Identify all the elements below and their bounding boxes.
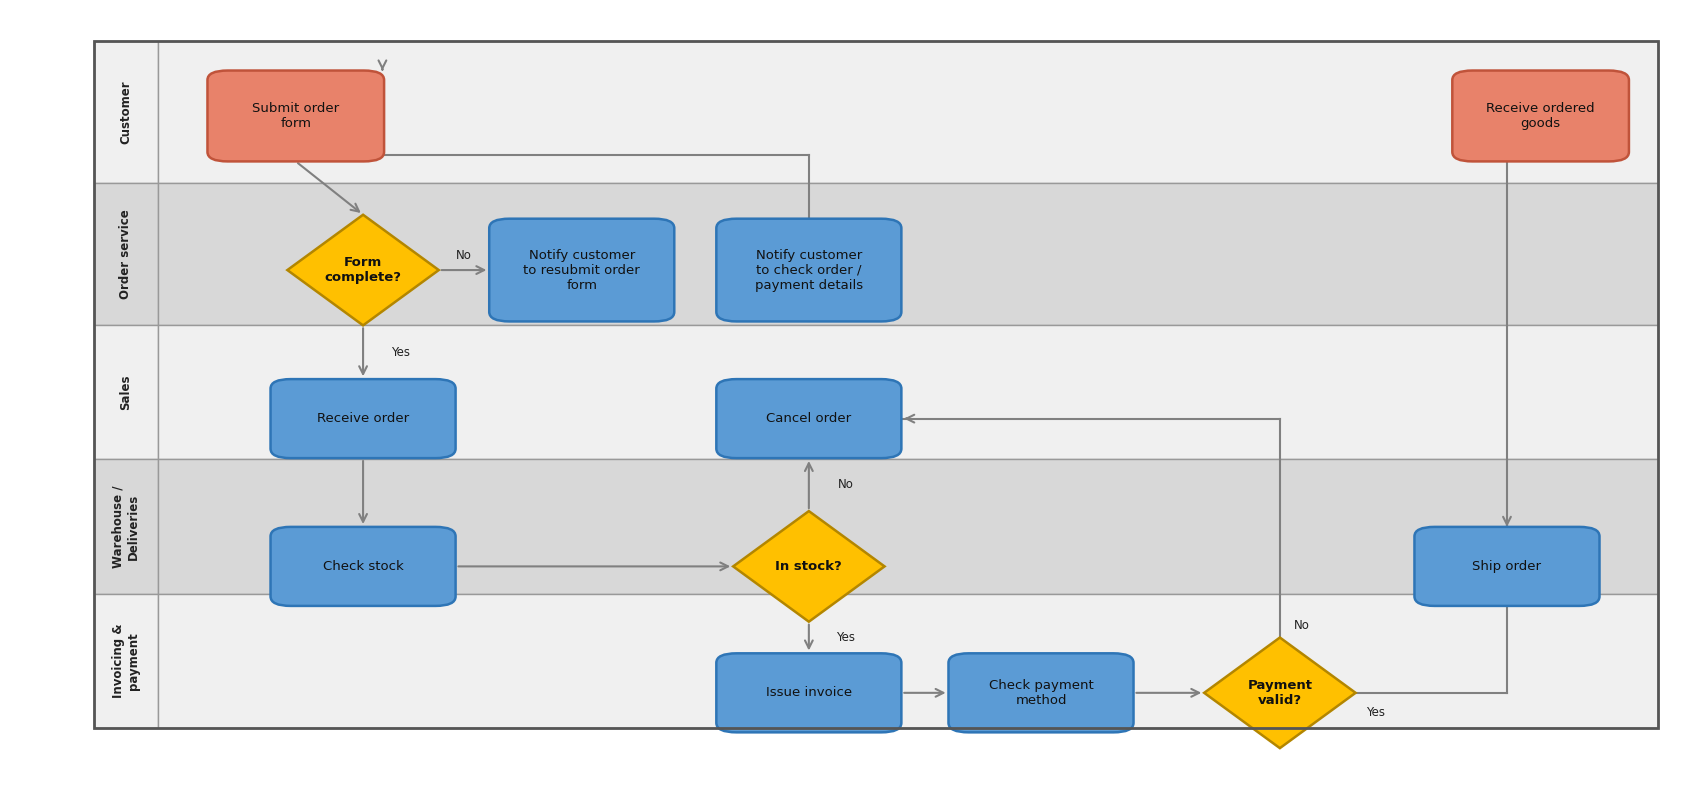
FancyBboxPatch shape (716, 653, 901, 733)
Text: Yes: Yes (836, 631, 856, 644)
Text: Sales: Sales (120, 374, 133, 410)
FancyBboxPatch shape (1452, 71, 1629, 162)
Bar (94, 324, 158, 459)
FancyBboxPatch shape (489, 219, 674, 321)
FancyBboxPatch shape (207, 71, 384, 162)
Text: Customer: Customer (120, 80, 133, 144)
Text: Issue invoice: Issue invoice (765, 686, 853, 699)
Polygon shape (288, 215, 438, 325)
Text: Notify customer
to resubmit order
form: Notify customer to resubmit order form (524, 248, 640, 292)
Text: Yes: Yes (391, 346, 409, 358)
Polygon shape (1205, 638, 1355, 748)
Text: Receive ordered
goods: Receive ordered goods (1486, 102, 1596, 130)
Text: Submit order
form: Submit order form (253, 102, 339, 130)
Bar (94, 41, 158, 182)
Bar (94, 594, 158, 729)
Text: Order service: Order service (120, 209, 133, 299)
FancyBboxPatch shape (716, 379, 901, 458)
Text: In stock?: In stock? (775, 560, 842, 573)
Text: Ship order: Ship order (1473, 560, 1542, 573)
Polygon shape (733, 511, 885, 622)
Bar (158, 459, 1658, 594)
Bar (94, 182, 158, 324)
Text: Check payment
method: Check payment method (989, 679, 1094, 707)
Text: No: No (837, 478, 854, 491)
Bar (158, 324, 1658, 459)
Text: Receive order: Receive order (317, 412, 409, 425)
Text: Check stock: Check stock (324, 560, 403, 573)
Bar (158, 41, 1658, 182)
Bar (94, 41, 1658, 729)
Text: Cancel order: Cancel order (767, 412, 851, 425)
FancyBboxPatch shape (1414, 527, 1599, 606)
Text: Form
complete?: Form complete? (325, 256, 401, 284)
Bar (158, 182, 1658, 324)
Text: No: No (457, 249, 472, 262)
Text: Payment
valid?: Payment valid? (1247, 679, 1313, 707)
Bar (158, 594, 1658, 729)
Bar (94, 459, 158, 594)
FancyBboxPatch shape (716, 219, 901, 321)
Text: No: No (1294, 619, 1309, 632)
FancyBboxPatch shape (271, 379, 455, 458)
Text: Invoicing &
payment: Invoicing & payment (111, 624, 140, 699)
Text: Notify customer
to check order /
payment details: Notify customer to check order / payment… (755, 248, 863, 292)
FancyBboxPatch shape (271, 527, 455, 606)
Text: Warehouse /
Deliveries: Warehouse / Deliveries (111, 485, 140, 568)
FancyBboxPatch shape (949, 653, 1134, 733)
Text: Yes: Yes (1367, 706, 1385, 719)
